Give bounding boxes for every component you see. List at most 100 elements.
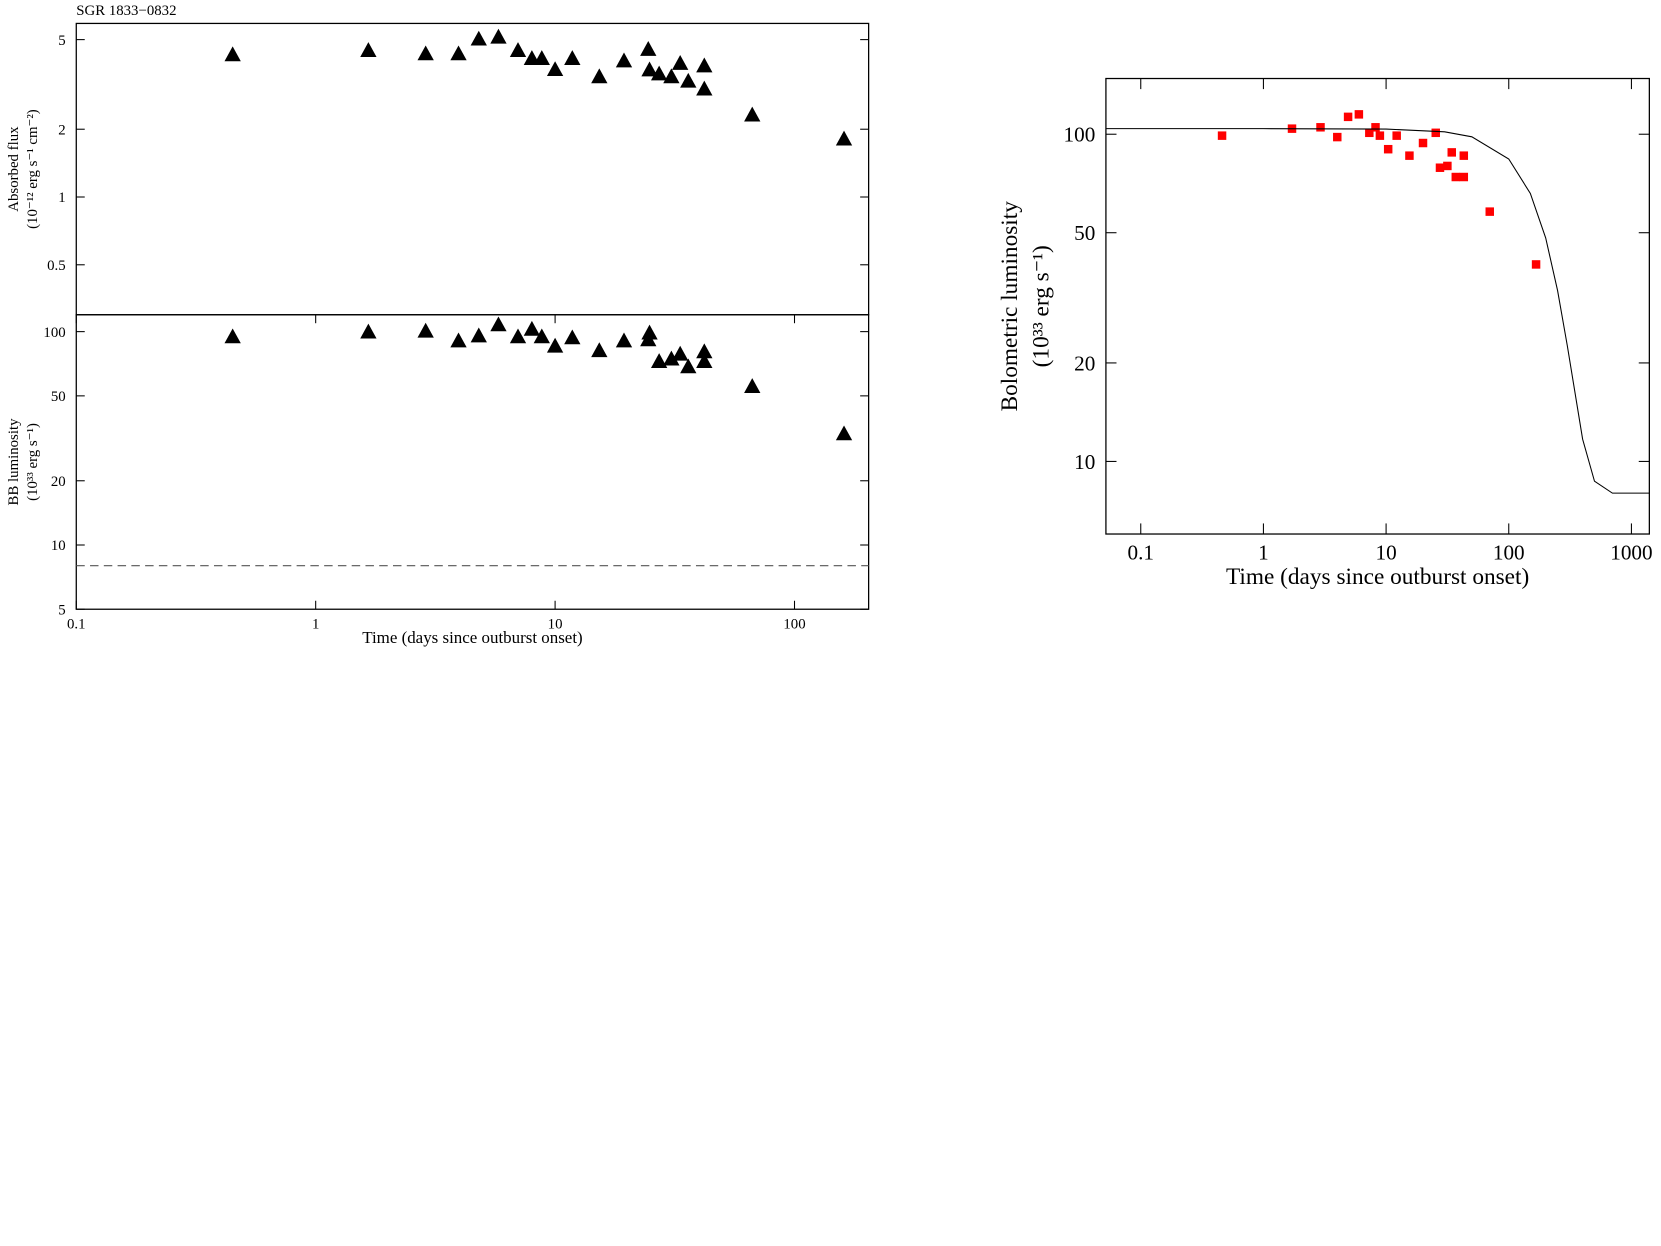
data-point xyxy=(1431,128,1440,138)
data-point xyxy=(680,358,697,374)
data-point xyxy=(533,50,550,65)
data-point xyxy=(490,316,507,332)
y-tick-label: 1 xyxy=(58,190,65,206)
x-tick-label: 1 xyxy=(312,616,319,632)
data-point xyxy=(1447,148,1456,157)
data-point xyxy=(650,65,668,81)
data-point xyxy=(224,328,241,344)
data-point xyxy=(663,350,680,366)
data-point xyxy=(1531,260,1541,269)
data-point xyxy=(672,55,689,70)
data-point xyxy=(835,130,853,146)
panel: SGR 1833−0832 0.5 1 2 5 Absorbed flux (10⁻¹² e… xyxy=(6,3,870,316)
data-point xyxy=(470,327,487,343)
data-point xyxy=(1217,131,1227,140)
data-point xyxy=(509,42,527,57)
y-tick-label: 10 xyxy=(51,538,66,554)
plot-frame xyxy=(75,22,870,316)
data-point xyxy=(1485,207,1494,216)
x-tick-label: 10 xyxy=(548,616,563,632)
panel: 5 10 20 50 100 0.1 1 10 100 Time (days since outb… xyxy=(6,314,870,647)
data-point xyxy=(450,45,467,61)
panel: 10 20 50 100 0.1 1 10 100 1000 Time (days since o… xyxy=(997,77,1653,590)
data-point xyxy=(546,61,564,77)
data-point xyxy=(696,343,713,359)
y-tick-label: 0.5 xyxy=(47,258,66,274)
y-tick-label: 5 xyxy=(58,33,65,49)
data-point xyxy=(360,323,377,339)
x-tick-label: 100 xyxy=(783,616,805,632)
data-point xyxy=(546,337,564,353)
y-axis-label: (10³³ erg s⁻¹) xyxy=(25,423,41,501)
data-point xyxy=(744,378,761,393)
data-point xyxy=(417,322,434,338)
data-point xyxy=(1383,144,1393,154)
data-point xyxy=(615,52,633,68)
data-point xyxy=(1371,123,1380,132)
data-point xyxy=(591,342,608,358)
y-axis-label: (10³³ erg s⁻¹) xyxy=(1029,245,1055,367)
x-axis-label: Time (days since outburst onset) xyxy=(1226,564,1529,590)
data-point xyxy=(663,68,680,84)
y-tick-label: 100 xyxy=(1064,123,1096,147)
data-point xyxy=(641,61,658,77)
data-point xyxy=(696,353,713,369)
data-point xyxy=(523,320,541,336)
y-tick-label: 50 xyxy=(51,389,66,405)
model-curve xyxy=(1105,128,1650,494)
data-point xyxy=(1418,138,1428,148)
data-point xyxy=(509,328,527,344)
data-point xyxy=(1354,110,1364,119)
data-point xyxy=(1435,163,1445,172)
data-point xyxy=(835,425,853,441)
data-point xyxy=(680,72,697,88)
y-tick-label: 10 xyxy=(1074,450,1095,474)
data-point xyxy=(1333,132,1342,142)
data-point xyxy=(1443,161,1452,171)
y-tick-label: 20 xyxy=(1074,351,1095,375)
data-point xyxy=(224,46,241,62)
x-tick-label: 1000 xyxy=(1610,540,1652,564)
data-point xyxy=(696,80,713,96)
y-tick-label: 100 xyxy=(43,325,65,341)
y-axis-label: BB luminosity xyxy=(6,418,22,506)
y-tick-label: 5 xyxy=(58,602,65,618)
plot-frame xyxy=(1105,77,1650,535)
data-point xyxy=(564,50,581,65)
x-tick-label: 100 xyxy=(1493,540,1525,564)
data-point xyxy=(650,353,668,369)
y-axis-label: Absorbed flux xyxy=(6,126,22,212)
data-point xyxy=(360,42,377,57)
x-axis-label: Time (days since outburst onset) xyxy=(362,628,582,647)
data-point xyxy=(417,45,434,61)
data-point xyxy=(490,28,507,44)
data-point xyxy=(1375,131,1385,140)
data-point xyxy=(696,57,713,73)
y-tick-label: 20 xyxy=(51,474,66,490)
data-point xyxy=(641,324,658,340)
plot-frame xyxy=(75,314,870,610)
y-tick-label: 2 xyxy=(58,122,65,138)
data-point xyxy=(450,332,467,348)
data-point xyxy=(640,41,657,56)
y-axis-label: (10⁻¹² erg s⁻¹ cm⁻²) xyxy=(25,109,41,229)
x-tick-label: 0.1 xyxy=(67,616,86,632)
x-tick-label: 0.1 xyxy=(1128,540,1154,564)
y-tick-label: 50 xyxy=(1074,221,1095,245)
data-point xyxy=(591,68,608,84)
data-point xyxy=(1405,151,1414,160)
data-point xyxy=(533,328,550,344)
x-tick-label: 10 xyxy=(1376,540,1397,564)
chart-title: SGR 1833−0832 xyxy=(76,3,176,19)
data-point xyxy=(615,332,633,348)
data-point xyxy=(1316,123,1325,132)
data-point xyxy=(1459,172,1469,182)
data-point xyxy=(470,30,487,46)
data-point xyxy=(1343,112,1353,122)
data-point xyxy=(564,329,581,345)
data-point xyxy=(1365,128,1374,138)
x-tick-label: 1 xyxy=(1258,540,1269,564)
data-point xyxy=(744,106,761,122)
data-point xyxy=(672,345,689,361)
